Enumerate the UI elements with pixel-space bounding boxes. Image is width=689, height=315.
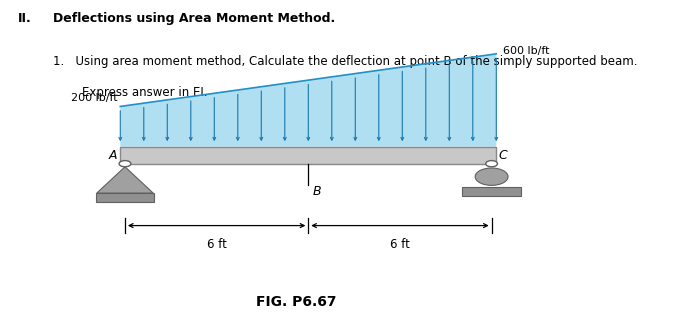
Text: II.: II.: [17, 12, 31, 25]
Circle shape: [475, 168, 508, 185]
Polygon shape: [96, 167, 153, 193]
Circle shape: [486, 161, 497, 167]
Text: 600 lb/ft: 600 lb/ft: [504, 46, 550, 56]
Text: Express answer in EI.: Express answer in EI.: [82, 86, 207, 99]
Text: Deflections using Area Moment Method.: Deflections using Area Moment Method.: [53, 12, 335, 25]
Circle shape: [119, 161, 131, 167]
Bar: [96, 193, 154, 202]
Polygon shape: [121, 54, 496, 147]
Text: 1.   Using area moment method, Calculate the deflection at point B of the simply: 1. Using area moment method, Calculate t…: [53, 55, 637, 68]
Text: 6 ft: 6 ft: [390, 238, 410, 251]
Bar: [462, 186, 521, 196]
Text: C: C: [499, 149, 507, 162]
Bar: [121, 147, 496, 164]
Text: B: B: [313, 185, 322, 198]
Text: 200 lb/ft: 200 lb/ft: [71, 93, 117, 103]
Text: A: A: [109, 149, 117, 162]
Text: FIG. P6.67: FIG. P6.67: [256, 295, 337, 309]
Text: 6 ft: 6 ft: [207, 238, 227, 251]
